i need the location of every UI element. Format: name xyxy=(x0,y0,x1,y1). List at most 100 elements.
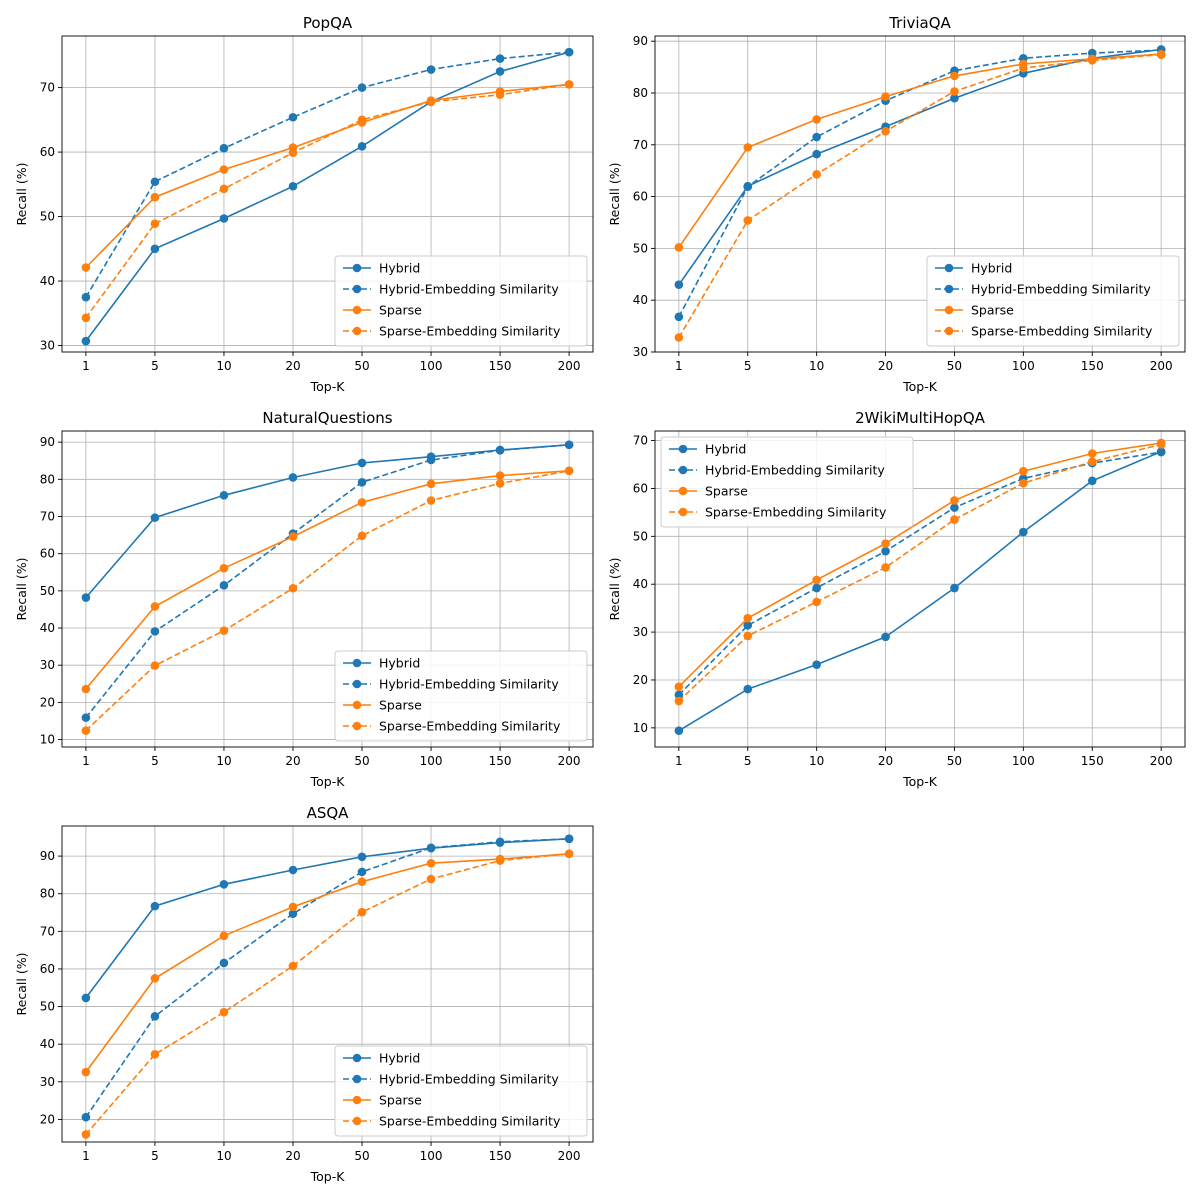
data-point xyxy=(219,214,229,223)
legend: Hybrid Hybrid-Embedding Similarity Sparse S… xyxy=(926,255,1180,347)
y-tick-label: 20 xyxy=(40,695,55,709)
legend-box xyxy=(334,650,588,742)
series-hybrid-embedding-similarity xyxy=(81,440,574,722)
y-tick-label: 80 xyxy=(633,86,648,100)
data-point xyxy=(564,834,574,844)
legend-swatch-marker xyxy=(944,263,954,273)
legend-swatch-marker xyxy=(352,1095,362,1105)
data-point xyxy=(674,333,684,342)
data-point xyxy=(812,132,821,142)
legend: Hybrid Hybrid-Embedding Similarity Sparse S… xyxy=(660,436,914,528)
x-tick-label: 1 xyxy=(82,359,90,373)
data-point xyxy=(426,455,436,465)
x-tick-label: 50 xyxy=(354,1149,369,1163)
data-point xyxy=(812,149,821,159)
x-axis-label: Top-K xyxy=(310,379,346,394)
data-point xyxy=(674,243,684,252)
subplot-title: TriviaQA xyxy=(888,14,951,32)
legend-swatch-marker xyxy=(352,284,362,294)
x-tick-label: 50 xyxy=(354,754,369,768)
data-point xyxy=(288,473,298,482)
legend-box xyxy=(334,1045,588,1137)
data-point xyxy=(812,597,821,607)
legend-entry: Sparse-Embedding Similarity xyxy=(379,1114,561,1129)
data-point xyxy=(357,478,367,487)
legend-swatch-marker xyxy=(678,465,688,475)
x-tick-label: 5 xyxy=(744,754,752,768)
data-point xyxy=(1019,466,1028,476)
data-point xyxy=(150,1012,160,1021)
x-tick-label: 50 xyxy=(947,754,962,768)
legend-entry: Sparse-Embedding Similarity xyxy=(971,324,1153,339)
legend-box xyxy=(334,255,588,347)
data-point xyxy=(812,575,821,585)
data-point xyxy=(81,713,91,722)
data-point xyxy=(150,219,160,228)
data-point xyxy=(426,496,436,505)
legend-entry: Hybrid-Embedding Similarity xyxy=(379,1072,559,1087)
x-tick-label: 1 xyxy=(675,359,683,373)
x-tick-label: 10 xyxy=(809,359,824,373)
data-point xyxy=(743,182,753,192)
data-point xyxy=(426,843,436,853)
y-tick-label: 50 xyxy=(633,241,648,255)
y-tick-label: 60 xyxy=(633,481,648,495)
data-point xyxy=(743,631,753,641)
x-tick-label: 150 xyxy=(489,1149,512,1163)
y-tick-label: 40 xyxy=(40,1037,55,1051)
data-point xyxy=(674,696,684,706)
series-line xyxy=(85,444,570,719)
x-tick-label: 200 xyxy=(558,1149,581,1163)
series-sparse-embedding-similarity xyxy=(674,50,1166,342)
subplot-naturalquestions: 1 5 10 20 50 100 150 200 10 20 30 40 50 60 70 80 90 Natur… xyxy=(14,409,594,789)
data-point xyxy=(150,661,160,670)
y-tick-label: 70 xyxy=(40,81,55,95)
data-point xyxy=(81,263,91,272)
data-point xyxy=(564,440,574,450)
data-point xyxy=(881,563,890,572)
x-tick-label: 20 xyxy=(878,754,893,768)
data-point xyxy=(219,1007,229,1017)
plot-frame xyxy=(654,35,1186,353)
data-point xyxy=(743,143,753,152)
y-tick-label: 90 xyxy=(40,435,55,449)
legend-entry: Hybrid xyxy=(379,261,420,276)
series-line xyxy=(678,450,1162,732)
y-tick-label: 90 xyxy=(633,34,648,48)
data-point xyxy=(743,216,753,225)
data-point xyxy=(674,682,684,691)
legend-swatch-marker xyxy=(352,658,362,668)
legend-entry: Sparse xyxy=(379,303,422,318)
y-tick-label: 50 xyxy=(40,584,55,598)
y-tick-label: 60 xyxy=(40,145,55,159)
x-tick-label: 10 xyxy=(216,359,231,373)
series-line xyxy=(85,51,570,342)
legend-box xyxy=(660,436,914,528)
data-point xyxy=(743,621,753,630)
x-tick-label: 100 xyxy=(420,359,443,373)
subplot-title: PopQA xyxy=(303,14,353,32)
data-point xyxy=(81,313,91,323)
y-tick-label: 10 xyxy=(40,733,55,747)
data-point xyxy=(426,479,436,489)
data-point xyxy=(950,496,959,505)
data-point xyxy=(812,660,821,669)
series-sparse-embedding-similarity xyxy=(81,80,574,323)
y-tick-label: 50 xyxy=(40,210,55,224)
data-point xyxy=(812,170,821,179)
y-tick-label: 70 xyxy=(40,924,55,938)
x-tick-label: 20 xyxy=(878,359,893,373)
legend-entry: Hybrid-Embedding Similarity xyxy=(379,677,559,692)
y-tick-label: 20 xyxy=(40,1112,55,1126)
data-point xyxy=(495,90,505,99)
data-point xyxy=(1087,449,1097,458)
series-line xyxy=(85,444,570,599)
series-hybrid-embedding-similarity xyxy=(81,47,574,302)
x-tick-label: 100 xyxy=(1012,359,1035,373)
x-tick-label: 50 xyxy=(354,359,369,373)
subplot-2wikimultihopqa: 1 5 10 20 50 100 150 200 10 20 30 40 50 60 70 2WikiMult… xyxy=(607,409,1186,789)
y-tick-label: 30 xyxy=(40,658,55,672)
x-tick-label: 20 xyxy=(285,359,300,373)
data-point xyxy=(1019,527,1028,537)
